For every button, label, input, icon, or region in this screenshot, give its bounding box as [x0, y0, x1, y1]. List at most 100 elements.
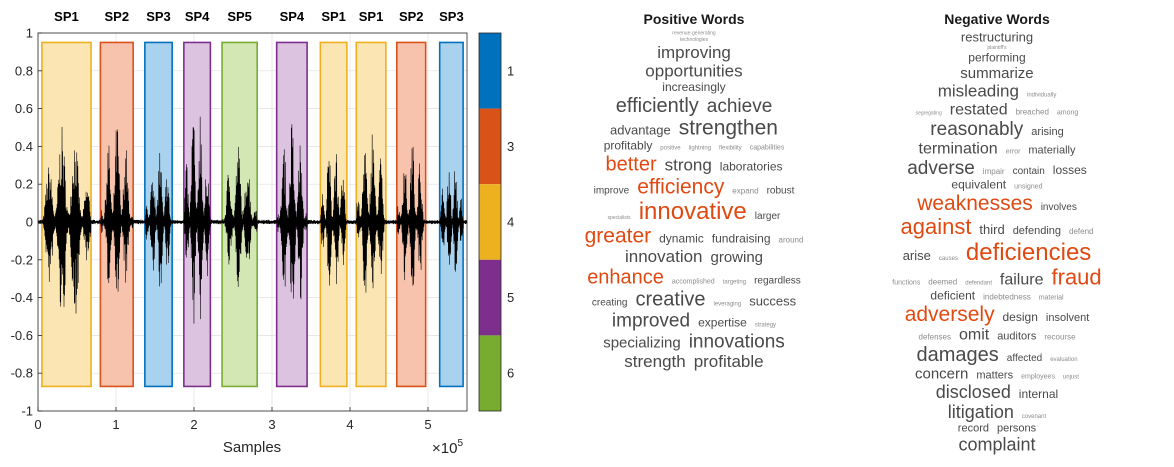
speaker-diarization-chart: SP1 SP2 SP3 SP4 SP5 SP4 SP1 SP1 SP2 SP3 -1 -0.8 -0.…: [0, 0, 540, 462]
word-leveraging: leveraging: [714, 302, 742, 308]
word-reasonably: reasonably: [930, 119, 1023, 140]
y-axis-ticks: -1 -0.8 -0.6 -0.4 -0.2 0 0.2 0.4 0.6 0.8 1: [11, 26, 42, 419]
y-tick-label: -0.2: [11, 252, 33, 267]
y-tick-label: 0.4: [15, 139, 33, 154]
word-breached: breached: [1016, 108, 1049, 117]
word-profitably: profitably: [604, 139, 653, 153]
word-around: around: [779, 236, 804, 245]
word-opportunities: opportunities: [645, 62, 742, 81]
word-impair: impair: [983, 167, 1005, 176]
word-efficiently: efficiently: [616, 95, 699, 117]
word-laboratories: laboratories: [720, 160, 783, 174]
word-greater: greater: [585, 225, 652, 248]
segment-label-sp3: SP3: [439, 9, 464, 24]
segment-box-sp3: [438, 41, 464, 388]
word-improving: improving: [657, 43, 731, 62]
word-capabilities: capabilities: [750, 145, 785, 152]
word-employees: employees: [1021, 374, 1055, 381]
word-adversely: adversely: [905, 303, 995, 326]
word-creative: creative: [636, 289, 706, 311]
word-among: among: [1057, 110, 1079, 117]
word-damages: damages: [917, 344, 999, 366]
word-plaintiff-s: plaintiff's: [987, 45, 1007, 51]
segment-label-sp4: SP4: [280, 9, 305, 24]
word-restructuring: restructuring: [961, 30, 1033, 45]
word-against: against: [901, 214, 972, 239]
word-specializing: specializing: [603, 335, 681, 352]
word-better: better: [606, 154, 657, 176]
x-tick-label: 5: [424, 417, 431, 432]
word-unjust: unjust: [1063, 375, 1079, 381]
word-innovations: innovations: [689, 332, 785, 353]
word-defenses: defenses: [919, 333, 951, 342]
word-persons: persons: [997, 423, 1037, 435]
wordcloud-positive: revenue-generatingtechnologiesimprovingo…: [585, 31, 804, 371]
word-positive: positive: [660, 146, 681, 152]
segment-label-sp3: SP3: [146, 9, 171, 24]
word-losses: losses: [1053, 163, 1087, 177]
word-restated: restated: [950, 102, 1008, 119]
word-litigation: litigation: [948, 402, 1014, 422]
y-tick-label: 0.8: [15, 63, 33, 78]
word-expertise: expertise: [698, 316, 747, 330]
word-innovation: innovation: [625, 247, 703, 266]
word-strength: strength: [624, 352, 685, 371]
x-tick-label: 4: [346, 417, 353, 432]
word-contain: contain: [1013, 166, 1045, 177]
word-revenue-generating: revenue-generating: [672, 31, 716, 37]
wordcloud-title-positive: Positive Words: [644, 11, 745, 27]
word-robust: robust: [767, 185, 795, 196]
colorbar-swatch-4: [479, 184, 501, 260]
x-tick-label: 3: [268, 417, 275, 432]
colorbar-swatch-6: [479, 335, 501, 411]
word-individually: individually: [1027, 93, 1056, 99]
word-profitable: profitable: [694, 352, 764, 371]
word-targeting: targeting: [723, 280, 746, 286]
word-involves: involves: [1041, 202, 1077, 213]
word-internal: internal: [1019, 387, 1058, 401]
word-deficiencies: deficiencies: [966, 239, 1091, 266]
y-tick-label: 1: [26, 26, 33, 41]
word-defending: defending: [1013, 225, 1061, 237]
y-tick-label: -0.6: [11, 328, 33, 343]
x-exponent: ×105: [432, 438, 463, 457]
word-improved: improved: [612, 311, 690, 332]
y-tick-label: -0.8: [11, 366, 33, 381]
word-weaknesses: weaknesses: [916, 192, 1033, 215]
diarization-plot: SP1 SP2 SP3 SP4 SP5 SP4 SP1 SP1 SP2 SP3 -1 -0.8 -0.…: [11, 9, 515, 457]
y-tick-label: 0.2: [15, 177, 33, 192]
word-record: record: [958, 423, 989, 435]
word-success: success: [749, 294, 796, 309]
x-tick-label: 2: [190, 417, 197, 432]
word-expand: expand: [732, 186, 758, 195]
y-tick-label: -0.4: [11, 290, 33, 305]
x-tick-label: 0: [34, 417, 41, 432]
word-creating: creating: [592, 298, 628, 309]
word-segregating: segregating: [916, 111, 942, 117]
wordcloud-title-negative: Negative Words: [944, 11, 1050, 27]
word-growing: growing: [711, 249, 764, 266]
colorbar-label: 6: [507, 366, 514, 381]
word-indebtedness: indebtedness: [983, 293, 1031, 302]
segment-label-sp1: SP1: [359, 9, 384, 24]
word-flexibility: flexibility: [719, 146, 742, 152]
word-strategy: strategy: [755, 323, 776, 329]
word-efficiency: efficiency: [637, 175, 725, 198]
wordcloud-negative: restructuringplaintiff'sperformingsummar…: [892, 30, 1101, 455]
word-innovative: innovative: [639, 198, 747, 225]
word-regardless: regardless: [754, 276, 801, 287]
colorbar-label: 1: [507, 63, 514, 78]
word-achieve: achieve: [707, 96, 773, 117]
colorbar-swatch-5: [479, 259, 501, 336]
word-dynamic: dynamic: [659, 232, 704, 246]
word-third: third: [979, 222, 1004, 237]
colorbar-frame: [478, 32, 502, 412]
colorbar-swatch-1: [479, 33, 501, 109]
y-tick-label: 0.6: [15, 101, 33, 116]
wordclouds-panel: Positive Words Negative Words revenue-ge…: [540, 0, 1174, 462]
wordclouds: Positive Words Negative Words revenue-ge…: [585, 11, 1102, 455]
word-insolvent: insolvent: [1046, 312, 1089, 324]
word-defendant: defendant: [965, 280, 992, 286]
word-arising: arising: [1031, 126, 1063, 138]
segment-label-sp5: SP5: [227, 9, 252, 24]
